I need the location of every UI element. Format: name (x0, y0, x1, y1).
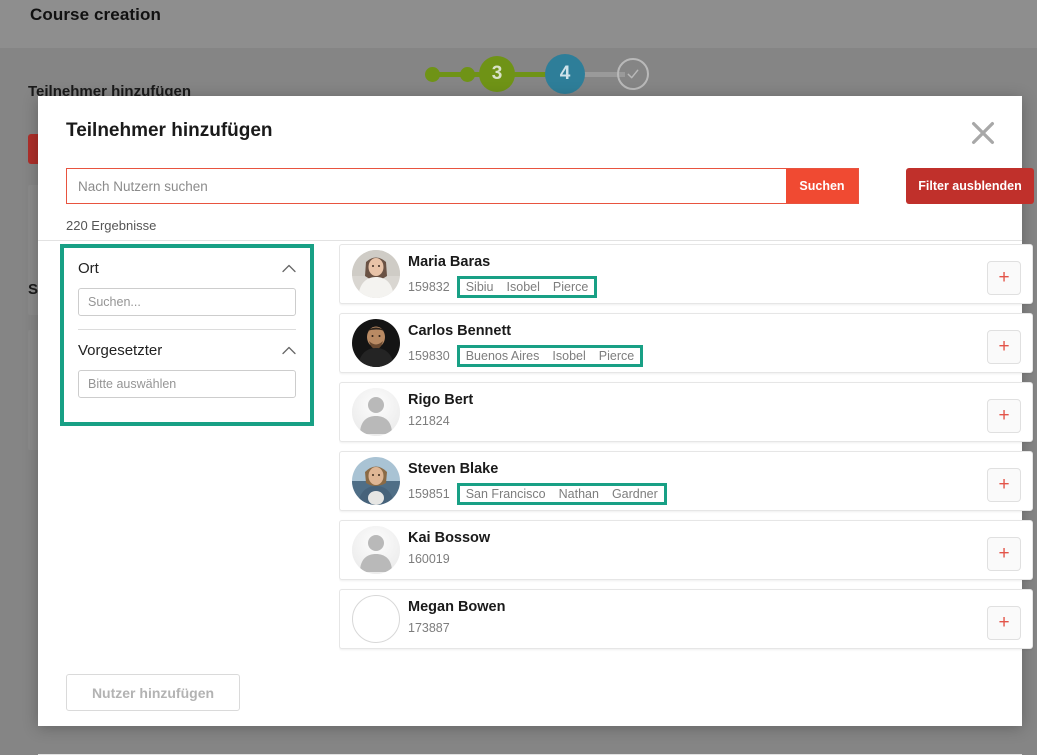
add-users-button[interactable]: Nutzer hinzufügen (66, 674, 240, 711)
user-row[interactable]: Maria Baras 159832 Sibiu Isobel Pierce + (339, 244, 1033, 304)
avatar (352, 457, 400, 505)
user-row[interactable]: Carlos Bennett 159830 Buenos Aires Isobel Pi… (339, 313, 1033, 373)
content-divider (38, 240, 1022, 241)
user-meta: 159832 Sibiu Isobel Pierce (408, 276, 597, 298)
add-participants-modal: Teilnehmer hinzufügen Suchen Filter ausb… (38, 96, 1022, 726)
user-name: Steven Blake (408, 461, 498, 477)
user-tag: Isobel (552, 349, 585, 363)
stepper-dot-1[interactable] (425, 67, 440, 82)
user-tag: Pierce (599, 349, 634, 363)
user-name: Kai Bossow (408, 530, 490, 546)
user-name: Carlos Bennett (408, 323, 511, 339)
user-row[interactable]: Rigo Bert 121824 + (339, 382, 1033, 442)
user-row[interactable]: Kai Bossow 160019 + (339, 520, 1033, 580)
user-id: 121824 (408, 414, 450, 428)
filter-label-ort: Ort (78, 260, 99, 277)
stepper-step-5[interactable] (617, 58, 649, 90)
add-user-button[interactable]: + (987, 537, 1021, 571)
add-user-button[interactable]: + (987, 399, 1021, 433)
user-meta: 159830 Buenos Aires Isobel Pierce (408, 345, 643, 367)
app-title: Course creation (30, 5, 161, 25)
chevron-up-icon[interactable] (282, 346, 296, 355)
stepper-step-4-label: 4 (560, 63, 571, 85)
user-tag: Isobel (507, 280, 540, 294)
add-user-button[interactable]: + (987, 468, 1021, 502)
filter-toggle-button[interactable]: Filter ausblenden (906, 168, 1034, 204)
filter-input-ort[interactable] (78, 288, 296, 316)
user-tags: Buenos Aires Isobel Pierce (457, 345, 643, 367)
user-name: Maria Baras (408, 254, 490, 270)
close-icon[interactable] (966, 116, 1000, 150)
user-id: 173887 (408, 621, 450, 635)
avatar (352, 595, 400, 643)
user-tags: Sibiu Isobel Pierce (457, 276, 598, 298)
user-meta: 160019 (408, 552, 457, 566)
search-input[interactable] (67, 169, 786, 203)
avatar (352, 250, 400, 298)
filter-header-vorgesetzter[interactable]: Vorgesetzter (78, 330, 296, 370)
user-tag: Gardner (612, 487, 658, 501)
user-meta: 159851 San Francisco Nathan Gardner (408, 483, 667, 505)
filter-section-vorgesetzter: Vorgesetzter (64, 330, 310, 398)
avatar (352, 526, 400, 574)
avatar (352, 388, 400, 436)
user-tag: Nathan (559, 487, 599, 501)
check-icon (625, 66, 641, 82)
user-meta: 173887 (408, 621, 457, 635)
results-count: 220 Ergebnisse (66, 218, 156, 233)
user-id: 160019 (408, 552, 450, 566)
user-id: 159851 (408, 487, 450, 501)
filter-label-vorgesetzter: Vorgesetzter (78, 342, 162, 359)
search-button[interactable]: Suchen (786, 169, 858, 203)
user-tag: San Francisco (466, 487, 546, 501)
add-user-button[interactable]: + (987, 330, 1021, 364)
chevron-up-icon[interactable] (282, 264, 296, 273)
search-row: Suchen Filter ausblenden (66, 168, 994, 204)
user-tags: San Francisco Nathan Gardner (457, 483, 667, 505)
modal-title: Teilnehmer hinzufügen (66, 120, 273, 142)
add-user-button[interactable]: + (987, 261, 1021, 295)
user-row[interactable]: Megan Bowen 173887 + (339, 589, 1033, 649)
avatar (352, 319, 400, 367)
user-meta: 121824 (408, 414, 457, 428)
background-stray-text: S (28, 281, 38, 298)
stepper-step-3[interactable]: 3 (479, 56, 515, 92)
user-tag: Sibiu (466, 280, 494, 294)
stepper-step-3-label: 3 (492, 63, 503, 85)
filter-panel: Ort Vorgesetzter (60, 244, 314, 426)
stepper-step-4-active[interactable]: 4 (545, 54, 585, 94)
user-name: Rigo Bert (408, 392, 473, 408)
filter-header-ort[interactable]: Ort (78, 248, 296, 288)
search-field-wrapper: Suchen (66, 168, 859, 204)
add-user-button[interactable]: + (987, 606, 1021, 640)
user-tag: Pierce (553, 280, 588, 294)
filter-input-vorgesetzter[interactable] (78, 370, 296, 398)
user-tag: Buenos Aires (466, 349, 540, 363)
stepper-dot-2[interactable] (460, 67, 475, 82)
user-name: Megan Bowen (408, 599, 505, 615)
user-id: 159832 (408, 280, 450, 294)
user-id: 159830 (408, 349, 450, 363)
wizard-stepper: 3 4 5 (415, 28, 655, 88)
user-row[interactable]: Steven Blake 159851 San Francisco Nathan Gar… (339, 451, 1033, 511)
filter-section-ort: Ort (64, 248, 310, 330)
close-icon-glyph (968, 118, 998, 148)
